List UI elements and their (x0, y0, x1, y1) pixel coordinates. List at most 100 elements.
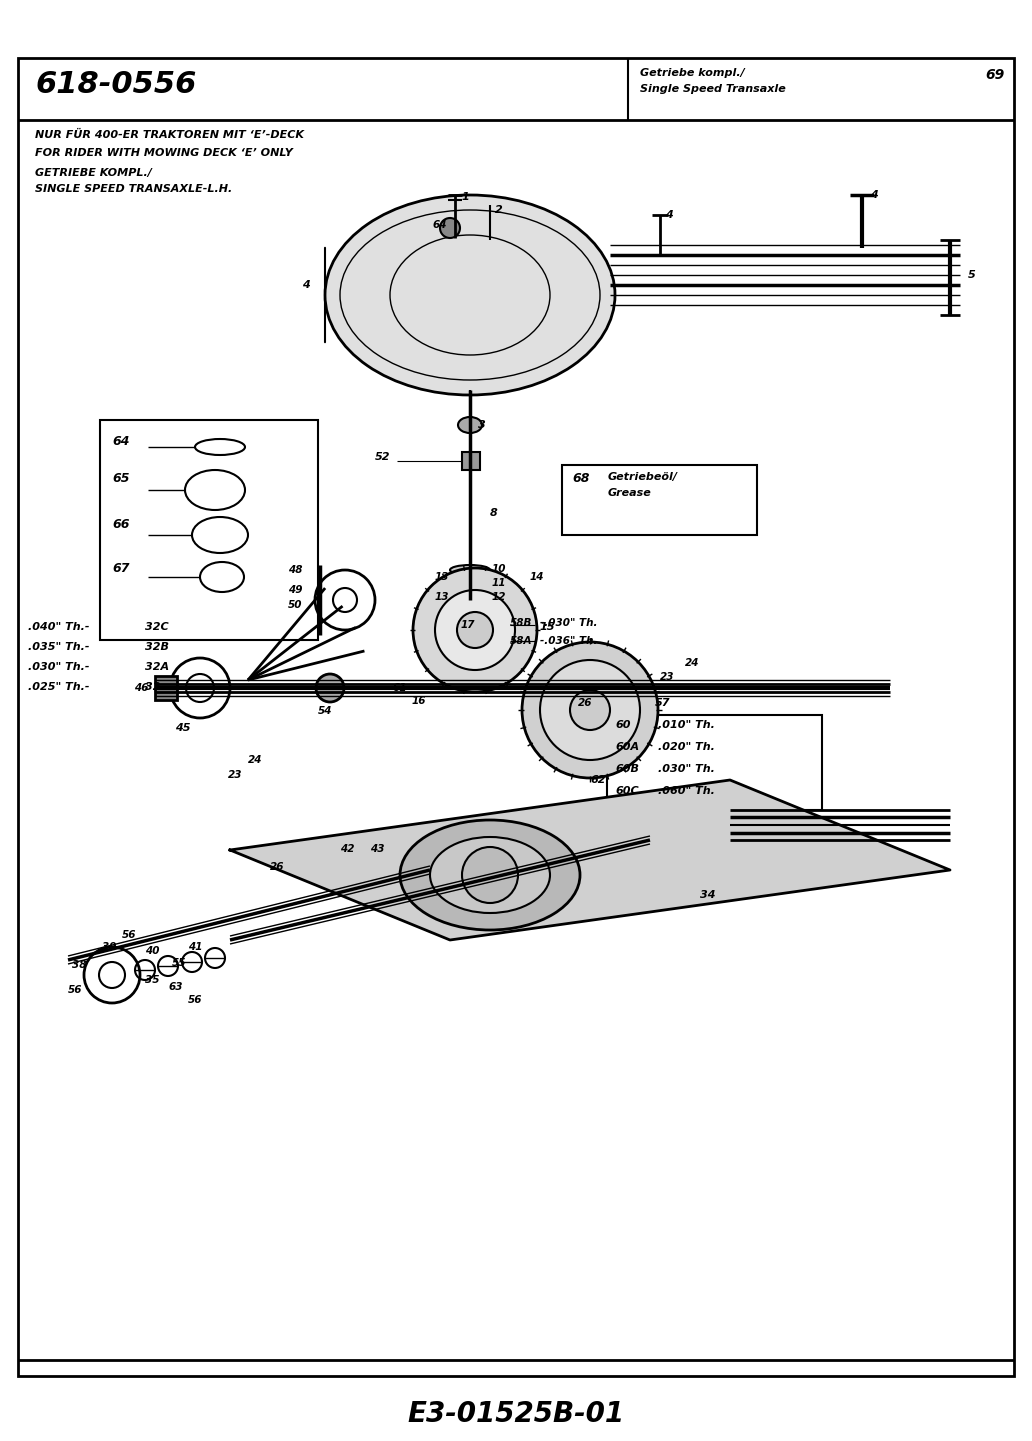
Text: E3-01525B-01: E3-01525B-01 (408, 1401, 624, 1428)
Text: 4: 4 (870, 190, 878, 200)
Text: 11: 11 (492, 578, 507, 588)
Text: 64: 64 (432, 220, 447, 231)
Text: 8: 8 (490, 509, 497, 517)
Text: 69: 69 (986, 68, 1005, 82)
Text: .030" Th.: .030" Th. (658, 764, 715, 774)
Bar (562, 465, 757, 535)
Text: 64: 64 (112, 435, 129, 448)
Ellipse shape (436, 589, 515, 670)
Text: 56: 56 (68, 986, 83, 994)
Text: 63: 63 (168, 981, 183, 991)
Ellipse shape (450, 579, 490, 589)
Text: 26: 26 (578, 697, 592, 708)
Text: 23: 23 (660, 672, 675, 682)
Text: 4: 4 (302, 280, 310, 290)
Bar (462, 452, 480, 470)
Text: 52: 52 (375, 452, 390, 463)
Text: 34: 34 (700, 891, 715, 901)
Text: 12: 12 (492, 592, 507, 602)
Text: -.036" Th.: -.036" Th. (540, 635, 598, 646)
Ellipse shape (458, 416, 482, 432)
Text: 45: 45 (175, 723, 191, 733)
Text: 48: 48 (288, 565, 302, 575)
Text: 58B: 58B (510, 618, 533, 628)
Text: 49: 49 (288, 585, 302, 595)
Text: Single Speed Transaxle: Single Speed Transaxle (640, 84, 785, 94)
Text: 60: 60 (615, 720, 631, 731)
Text: Grease: Grease (608, 488, 652, 499)
Text: Getriebeöl/: Getriebeöl/ (608, 473, 678, 481)
Text: .025" Th.-: .025" Th.- (28, 682, 90, 692)
Text: 60B: 60B (615, 764, 639, 774)
Text: 32B: 32B (146, 643, 169, 651)
Bar (155, 676, 178, 700)
Text: 5: 5 (968, 269, 975, 280)
Ellipse shape (413, 568, 537, 692)
Text: 67: 67 (112, 562, 129, 575)
Text: 55: 55 (172, 958, 187, 968)
Ellipse shape (522, 643, 658, 778)
Text: 40: 40 (146, 945, 160, 955)
Text: 14: 14 (530, 572, 545, 582)
Text: 66: 66 (112, 517, 129, 530)
Bar (100, 419, 318, 640)
Text: 42: 42 (340, 844, 355, 855)
Text: 32: 32 (146, 682, 161, 692)
Ellipse shape (325, 195, 615, 395)
Text: 65: 65 (112, 473, 129, 486)
Text: .020" Th.: .020" Th. (658, 742, 715, 752)
Text: GETRIEBE KOMPL./: GETRIEBE KOMPL./ (35, 169, 152, 179)
Text: NUR FÜR 400-ER TRAKTOREN MIT ‘E’-DECK: NUR FÜR 400-ER TRAKTOREN MIT ‘E’-DECK (35, 130, 304, 140)
Text: 38: 38 (72, 960, 87, 970)
Ellipse shape (430, 837, 550, 914)
Ellipse shape (450, 594, 490, 602)
Text: 32A: 32A (146, 661, 169, 672)
Text: .030" Th.-: .030" Th.- (28, 661, 90, 672)
Ellipse shape (440, 218, 460, 238)
Text: 35: 35 (146, 976, 160, 986)
Text: 50: 50 (288, 599, 302, 610)
Text: SINGLE SPEED TRANSAXLE-L.H.: SINGLE SPEED TRANSAXLE-L.H. (35, 184, 232, 195)
Text: 24: 24 (248, 755, 262, 765)
Text: 57: 57 (655, 697, 671, 708)
Bar (607, 715, 823, 810)
Text: 54: 54 (318, 706, 332, 716)
Text: 32C: 32C (146, 623, 168, 633)
Text: 13: 13 (436, 592, 450, 602)
Ellipse shape (400, 820, 580, 929)
Text: 60A: 60A (615, 742, 639, 752)
Text: 60C: 60C (615, 785, 639, 795)
Text: 46: 46 (134, 683, 149, 693)
Text: .010" Th.: .010" Th. (658, 720, 715, 731)
Text: Getriebe kompl./: Getriebe kompl./ (640, 68, 745, 78)
Text: 56: 56 (188, 994, 202, 1004)
Text: 17: 17 (460, 620, 476, 630)
Text: 618-0556: 618-0556 (35, 71, 196, 99)
Text: 2: 2 (495, 205, 503, 215)
Text: 39: 39 (102, 942, 117, 953)
Text: 10: 10 (492, 563, 507, 574)
Text: FOR RIDER WITH MOWING DECK ‘E’ ONLY: FOR RIDER WITH MOWING DECK ‘E’ ONLY (35, 148, 293, 159)
Ellipse shape (316, 674, 344, 702)
Text: 1: 1 (462, 192, 470, 202)
Text: 24: 24 (685, 659, 700, 669)
Text: 41: 41 (188, 942, 202, 953)
Text: .060" Th.: .060" Th. (658, 785, 715, 795)
Text: .035" Th.-: .035" Th.- (28, 643, 90, 651)
Ellipse shape (450, 565, 490, 575)
Text: 43: 43 (370, 844, 385, 855)
Text: 68: 68 (572, 473, 589, 486)
Text: 26: 26 (270, 862, 285, 872)
Text: 56: 56 (122, 929, 136, 940)
Polygon shape (230, 780, 950, 940)
Text: 16: 16 (412, 696, 426, 706)
Text: 61: 61 (392, 683, 407, 693)
Text: 15: 15 (540, 623, 555, 633)
Text: 62: 62 (590, 775, 606, 785)
Text: -.030" Th.: -.030" Th. (540, 618, 598, 628)
Ellipse shape (457, 612, 493, 648)
Text: 4: 4 (665, 210, 673, 220)
Text: 3: 3 (478, 419, 486, 429)
Ellipse shape (540, 660, 640, 759)
Ellipse shape (570, 690, 610, 731)
